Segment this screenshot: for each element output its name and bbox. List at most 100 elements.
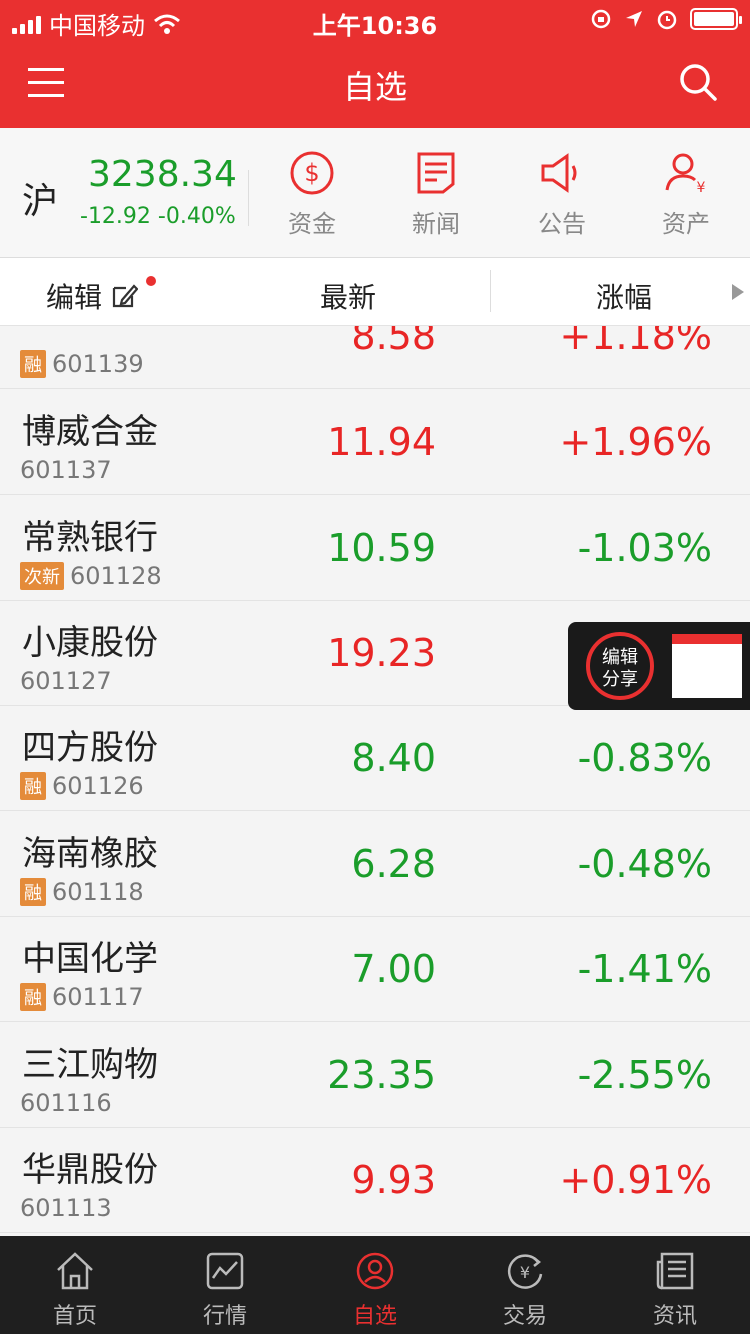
- stock-code-text: 601137: [20, 456, 112, 484]
- svg-text:¥: ¥: [520, 1263, 530, 1282]
- edit-share-floating-button[interactable]: 编辑 分享: [568, 622, 750, 710]
- stock-change: +1.18%: [559, 326, 712, 358]
- stock-code-text: 601117: [52, 983, 144, 1011]
- page-title: 自选: [342, 68, 407, 106]
- stock-price: 9.93: [351, 1158, 436, 1202]
- wifi-icon: [154, 14, 180, 34]
- location-icon: [626, 11, 642, 27]
- status-icons: [590, 8, 742, 30]
- watchlist-icon: [356, 1252, 394, 1290]
- tab-label: 自选: [352, 1304, 397, 1329]
- tab-market[interactable]: 行情: [150, 1236, 300, 1334]
- quick-label: 资金: [288, 210, 336, 238]
- tab-home[interactable]: 首页: [0, 1236, 150, 1334]
- tab-bar: 首页 行情 自选 ¥ 交易 资讯: [0, 1236, 750, 1334]
- svg-text:$: $: [304, 159, 319, 187]
- stock-name: 华鼎股份: [22, 1150, 158, 1190]
- stock-code-text: 601118: [52, 878, 144, 906]
- stock-code: 融 601117: [20, 983, 144, 1011]
- table-row[interactable]: 融 601139 8.58 +1.18%: [0, 326, 750, 389]
- stock-code: 融 601126: [20, 772, 144, 800]
- chart-icon: [206, 1252, 244, 1290]
- table-row[interactable]: 海南橡胶 融 601118 6.28 -0.48%: [0, 812, 750, 917]
- stock-change: -1.41%: [577, 947, 712, 991]
- stock-name: 三江购物: [22, 1045, 158, 1085]
- stock-code: 601137: [20, 456, 112, 484]
- stock-code: 601116: [20, 1089, 112, 1117]
- table-row[interactable]: 博威合金 601137 11.94 +1.96%: [0, 390, 750, 495]
- quick-assets-button[interactable]: ¥ 资产: [636, 150, 736, 239]
- stock-code: 601127: [20, 667, 112, 695]
- svg-text:¥: ¥: [697, 180, 706, 196]
- table-row[interactable]: 华鼎股份 601113 9.93 +0.91%: [0, 1128, 750, 1233]
- home-icon: [57, 1252, 93, 1290]
- yuan-cycle-icon: ¥: [507, 1254, 543, 1289]
- stock-price: 6.28: [351, 842, 436, 886]
- stock-name: 小康股份: [22, 623, 158, 663]
- battery-icon: [690, 8, 742, 30]
- search-icon[interactable]: [678, 62, 718, 102]
- stock-price: 19.23: [327, 631, 436, 675]
- rotation-lock-icon: [591, 9, 611, 29]
- stock-change: -0.83%: [577, 736, 712, 780]
- table-row[interactable]: 四方股份 融 601126 8.40 -0.83%: [0, 706, 750, 811]
- divider: [490, 270, 491, 312]
- stock-name: 海南橡胶: [22, 834, 158, 874]
- stock-change: -0.48%: [577, 842, 712, 886]
- stock-price: 11.94: [327, 420, 436, 464]
- tab-watchlist[interactable]: 自选: [300, 1236, 450, 1334]
- alarm-icon: [657, 10, 677, 30]
- tab-label: 首页: [52, 1304, 97, 1329]
- stock-name: 中国化学: [22, 939, 158, 979]
- stock-code-text: 601116: [20, 1089, 112, 1117]
- edit-icon: [112, 284, 139, 308]
- column-change[interactable]: 涨幅: [596, 281, 653, 314]
- stock-code: 601113: [20, 1194, 112, 1222]
- stock-tag: 次新: [20, 562, 64, 590]
- user-yuan-icon: ¥: [665, 153, 706, 196]
- stock-tag: 融: [20, 772, 46, 800]
- quick-label: 资产: [662, 210, 710, 238]
- table-row[interactable]: 常熟银行 次新 601128 10.59 -1.03%: [0, 496, 750, 601]
- floating-line-2: 分享: [602, 669, 638, 690]
- news-icon: [417, 152, 455, 194]
- speaker-icon: [541, 153, 577, 193]
- index-value[interactable]: 3238.34: [88, 154, 237, 195]
- stock-code: 融 601139: [20, 350, 144, 378]
- newspaper-icon: [656, 1252, 694, 1290]
- table-row[interactable]: 中国化学 融 601117 7.00 -1.41%: [0, 917, 750, 1022]
- edit-label: 编辑: [46, 281, 103, 314]
- edit-button[interactable]: 编辑: [46, 276, 139, 316]
- stock-change: +1.96%: [559, 420, 712, 464]
- market-label: 沪: [22, 181, 59, 222]
- column-latest[interactable]: 最新: [320, 281, 377, 314]
- stock-tag: 融: [20, 878, 46, 906]
- tab-label: 资讯: [652, 1304, 697, 1329]
- stock-code-text: 601127: [20, 667, 112, 695]
- stock-price: 10.59: [327, 526, 436, 570]
- quick-news-button[interactable]: 新闻: [386, 150, 486, 239]
- index-strip: 沪 3238.34 -12.92 -0.40% $ 资金 新闻 公告 ¥ 资产: [0, 128, 750, 258]
- stock-code-text: 601139: [52, 350, 144, 378]
- stock-code-text: 601113: [20, 1194, 112, 1222]
- quick-label: 公告: [538, 210, 586, 238]
- stock-list[interactable]: 融 601139 8.58 +1.18% 博威合金 601137 11.94 +1…: [0, 326, 750, 1236]
- screenshot-thumbnail[interactable]: [672, 634, 742, 698]
- stock-price: 7.00: [351, 947, 436, 991]
- tab-news[interactable]: 资讯: [600, 1236, 750, 1334]
- stock-name: 四方股份: [22, 728, 158, 768]
- stock-tag: 融: [20, 350, 46, 378]
- menu-icon[interactable]: [28, 68, 64, 100]
- carrier: 中国移动: [12, 6, 181, 41]
- scroll-right-icon[interactable]: [732, 284, 744, 300]
- top-bar: 中国移动 上午10:36 自选: [0, 0, 750, 128]
- carrier-label: 中国移动: [49, 12, 145, 40]
- tab-trade[interactable]: ¥ 交易: [450, 1236, 600, 1334]
- table-row[interactable]: 小康股份 601127 19.23: [0, 601, 750, 706]
- quick-funds-button[interactable]: $ 资金: [262, 150, 362, 239]
- table-row[interactable]: 三江购物 601116 23.35 -2.55%: [0, 1023, 750, 1128]
- stock-code-text: 601126: [52, 772, 144, 800]
- nav-bar: 自选: [0, 40, 750, 128]
- edit-share-ring[interactable]: 编辑 分享: [586, 632, 654, 700]
- quick-announcement-button[interactable]: 公告: [512, 150, 612, 239]
